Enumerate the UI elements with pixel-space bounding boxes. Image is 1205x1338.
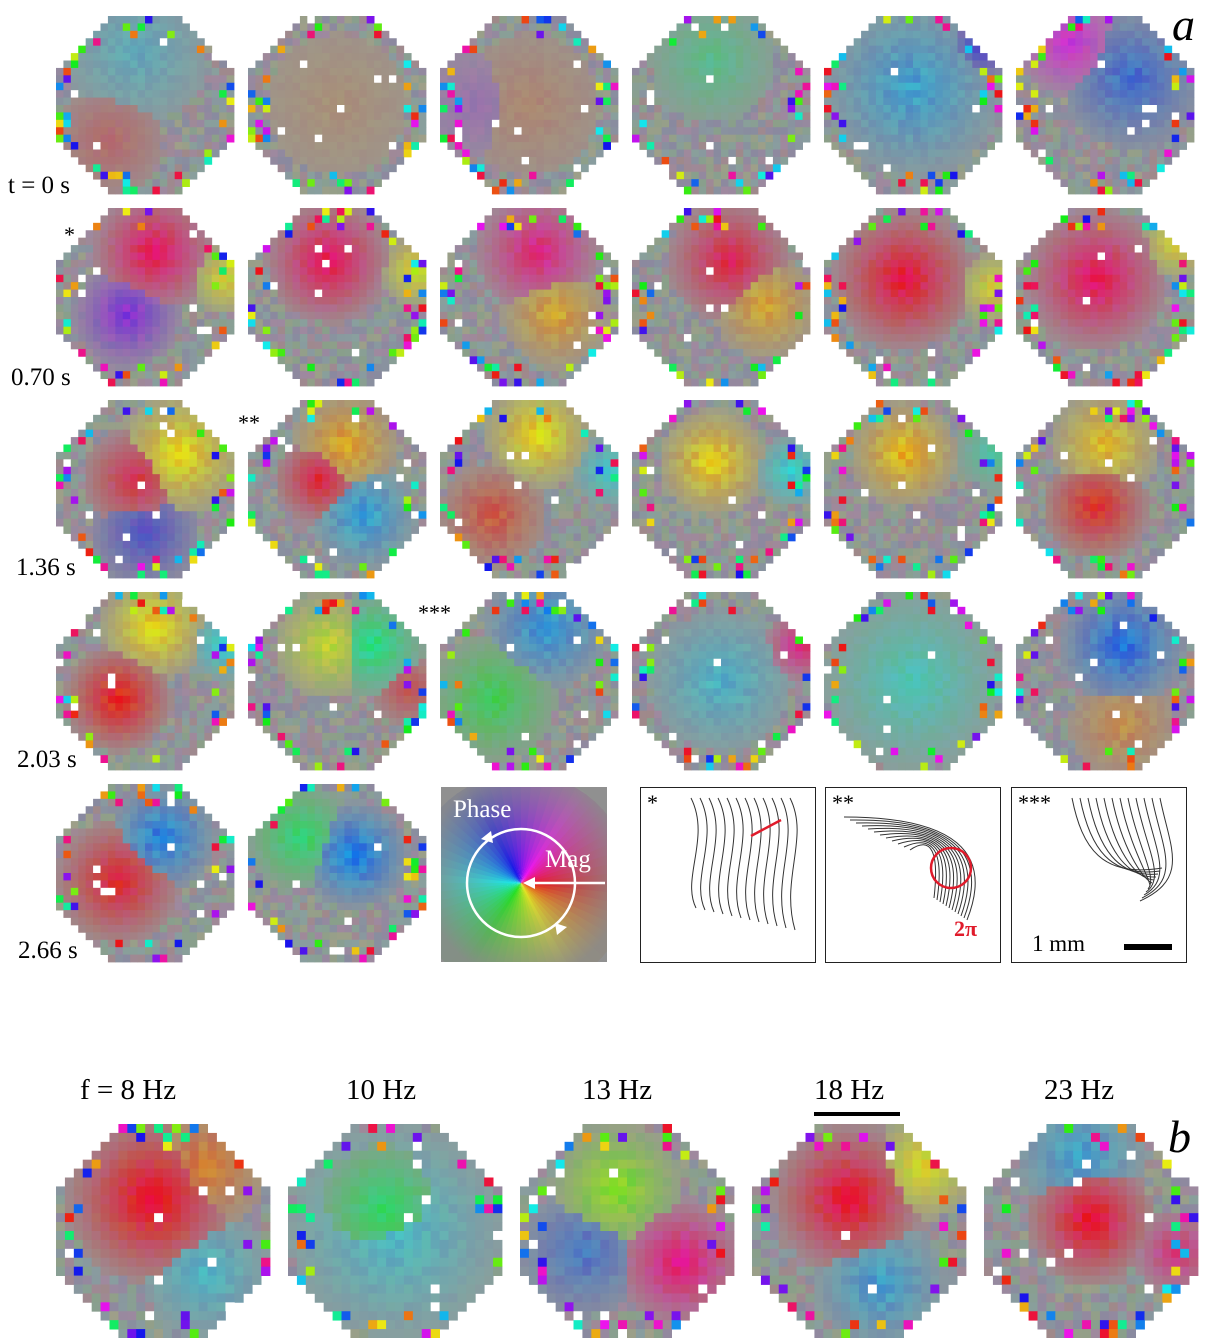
marker-single: *: [64, 222, 75, 248]
time-label: 0.70 s: [11, 364, 71, 392]
phase-map: [440, 592, 618, 770]
phase-map: [440, 400, 618, 578]
two-pi-label: 2π: [954, 916, 977, 942]
contour-panel-marker: ***: [1018, 790, 1051, 816]
marker-triple: ***: [418, 600, 451, 626]
phase-map: [1016, 400, 1194, 578]
contour-panel-single: *: [640, 787, 816, 963]
phase-map: [520, 1124, 734, 1338]
phase-map: [632, 208, 810, 386]
phase-map: [56, 400, 234, 578]
phase-key-graphic: Phase Mag: [441, 787, 607, 962]
panel-a-label: a: [1172, 0, 1195, 51]
phase-map: [632, 592, 810, 770]
phase-map: [632, 400, 810, 578]
contour-lines: [641, 788, 815, 962]
frequency-label-highlighted: 18 Hz: [814, 1074, 884, 1107]
phase-map: [752, 1124, 966, 1338]
marker-double: **: [238, 410, 260, 436]
highlight-underline: [814, 1112, 900, 1116]
phase-map: [1016, 208, 1194, 386]
phase-map: [824, 208, 1002, 386]
phase-map: [248, 592, 426, 770]
frequency-label: 13 Hz: [582, 1074, 652, 1107]
phase-map: [56, 1124, 270, 1338]
panel-b-label: b: [1168, 1110, 1191, 1163]
scale-bar: [1124, 944, 1172, 950]
phase-map: [824, 400, 1002, 578]
phase-map: [248, 400, 426, 578]
phase-map: [56, 592, 234, 770]
time-label: 1.36 s: [16, 554, 76, 582]
phase-map: [1016, 592, 1194, 770]
phase-map: [248, 784, 426, 962]
frequency-label: 23 Hz: [1044, 1074, 1114, 1107]
phase-key: Phase Mag: [441, 787, 607, 962]
phase-map: [632, 16, 810, 194]
phase-map: [248, 16, 426, 194]
contour-panel-triple: *** 1 mm: [1011, 787, 1187, 963]
phase-map: [56, 784, 234, 962]
time-label: 2.66 s: [18, 937, 78, 965]
frequency-label: 10 Hz: [346, 1074, 416, 1107]
phase-map: [248, 208, 426, 386]
phase-map: [824, 592, 1002, 770]
phase-map: [288, 1124, 502, 1338]
frequency-label: f = 8 Hz: [80, 1074, 176, 1107]
phase-map: [56, 208, 234, 386]
phase-map: [984, 1124, 1198, 1338]
phase-map: [1016, 16, 1194, 194]
contour-panel-marker: *: [647, 790, 658, 816]
mag-label: Mag: [545, 846, 591, 873]
contour-panel-double: ** 2π: [825, 787, 1001, 963]
scale-bar-label: 1 mm: [1032, 931, 1085, 957]
phase-map: [440, 208, 618, 386]
time-label: t = 0 s: [8, 172, 70, 200]
phase-map: [440, 16, 618, 194]
contour-panel-marker: **: [832, 790, 854, 816]
time-label: 2.03 s: [17, 746, 77, 774]
phase-map: [56, 16, 234, 194]
phase-label: Phase: [453, 796, 511, 823]
phase-map: [824, 16, 1002, 194]
